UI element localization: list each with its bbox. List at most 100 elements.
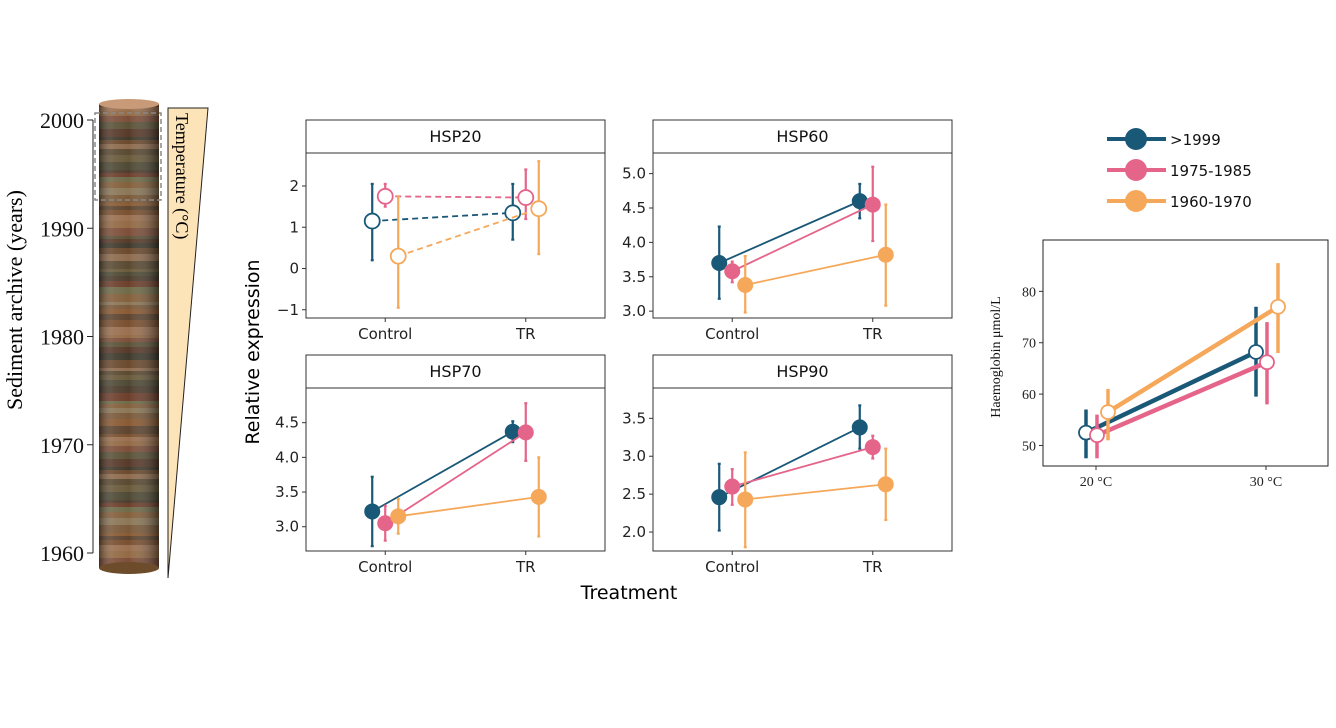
y-tick-label: 3.0 (622, 447, 646, 465)
data-point (390, 508, 407, 525)
x-tick-label: TR (862, 325, 883, 343)
core-y-ticks: 2000 1990 1980 1970 1960 (40, 108, 93, 566)
temperature-wedge-label: Temperature (°C) (171, 113, 192, 239)
data-point (1259, 354, 1275, 371)
y-tick-label: 3.0 (275, 518, 299, 536)
hsp-facet-grid: HSP20 −1 0 1 2 Control TR HSP60 3.0 3.5 4.0 4.5 5.0 C… (275, 119, 953, 576)
series-s1960 (389, 160, 548, 309)
core-y-tick-label: 1980 (40, 325, 84, 350)
x-tick-label: TR (515, 325, 536, 343)
data-point (877, 476, 894, 493)
data-point (389, 247, 407, 265)
facet-hsp90: HSP90 2.0 2.5 3.0 3.5 Control TR (622, 354, 953, 576)
data-point (1100, 404, 1116, 420)
series-s1999 (363, 182, 522, 262)
y-tick-label: 5.0 (622, 165, 646, 183)
data-point (517, 189, 535, 206)
legend-entry-s1975: 1975-1985 (1107, 159, 1252, 181)
legend-label: >1999 (1170, 131, 1221, 149)
facet-strip (652, 119, 953, 154)
facet-hsp20: HSP20 −1 0 1 2 Control TR (277, 119, 606, 343)
series-line (397, 207, 540, 257)
haemoglobin-y-axis-label: Haemoglobin μmol/L (989, 296, 1004, 417)
series-s1999 (711, 182, 868, 300)
data-point (711, 489, 728, 506)
x-tick-label: Control (705, 558, 759, 576)
series-s1975 (724, 165, 881, 284)
series-s1960 (737, 447, 894, 549)
series-line (384, 431, 527, 525)
x-tick-label: TR (515, 558, 536, 576)
x-tick-label: Control (358, 325, 412, 343)
y-tick-label: 50 (1022, 439, 1036, 454)
series-line (1085, 349, 1257, 435)
series-line (1106, 304, 1280, 414)
facet-strip (305, 119, 606, 154)
y-tick-label: 4.0 (275, 448, 299, 466)
series-line (731, 203, 874, 273)
sediment-core-cylinder (94, 99, 162, 574)
data-point (376, 187, 394, 205)
data-point (737, 491, 754, 508)
y-tick-label: 70 (1022, 337, 1036, 352)
panel-frame (305, 152, 606, 319)
data-point (363, 212, 381, 230)
cylinder-bottom (99, 562, 159, 574)
x-tick-label: 20 °C (1080, 475, 1112, 490)
series-line (745, 483, 886, 501)
legend-entry-s1999: >1999 (1107, 128, 1221, 150)
y-tick-label: 80 (1022, 285, 1036, 300)
series-line (718, 426, 861, 498)
series-s1960 (737, 203, 894, 314)
facet-hsp70: HSP70 3.0 3.5 4.0 4.5 Control TR (275, 354, 606, 576)
facet-title: HSP70 (429, 362, 481, 381)
core-y-tick-label: 1960 (40, 541, 84, 566)
data-point (1089, 427, 1105, 444)
data-point (1248, 344, 1264, 360)
core-y-tick-label: 1970 (40, 433, 84, 458)
cylinder-shading (99, 104, 159, 568)
facet-x-axis-label: Treatment (580, 582, 678, 604)
facet-title: HSP20 (429, 127, 481, 146)
series-s1999 (711, 404, 868, 532)
data-point (737, 277, 754, 293)
sediment-core-panel: Sediment archive (years) 2000 1990 1980 197… (2, 99, 209, 579)
y-tick-label: 3.5 (275, 483, 299, 501)
y-tick-label: −1 (277, 301, 299, 319)
series-s1999 (364, 420, 521, 548)
series-line (371, 430, 514, 513)
legend-swatch-dot (1125, 128, 1147, 150)
series-s1975 (376, 168, 535, 221)
y-tick-label: 2.5 (622, 485, 646, 503)
y-tick-label: 1 (289, 218, 299, 236)
y-tick-label: 2 (289, 177, 299, 195)
legend-label: 1975-1985 (1170, 162, 1252, 180)
series-s1975 (377, 402, 534, 542)
y-tick-label: 0 (289, 260, 299, 278)
series-line (1096, 360, 1268, 438)
data-point (377, 515, 394, 532)
y-tick-label: 60 (1022, 388, 1036, 403)
temperature-wedge (167, 107, 209, 579)
series-s1999 (1078, 306, 1264, 459)
series-s1975 (724, 434, 881, 506)
panel-frame (652, 387, 953, 552)
y-tick-label: 4.5 (275, 414, 299, 432)
x-tick-label: Control (358, 558, 412, 576)
core-y-tick-label: 1990 (40, 216, 84, 241)
core-y-axis-label: Sediment archive (years) (2, 190, 27, 410)
data-point (724, 478, 741, 495)
y-tick-label: 2.0 (622, 523, 646, 541)
y-tick-label: 3.5 (622, 409, 646, 427)
facet-title: HSP90 (776, 362, 828, 381)
data-point (864, 439, 881, 456)
data-point (724, 263, 741, 280)
panel-frame (305, 387, 606, 552)
data-point (517, 424, 534, 441)
series-s1960 (1100, 263, 1286, 441)
legend: >1999 1975-1985 1960-1970 (1107, 128, 1252, 212)
core-y-tick-label: 2000 (40, 108, 84, 133)
haemoglobin-panel: 50 60 70 80 20 °C 30 °C Haemoglobin μmol/L (989, 239, 1329, 490)
facet-y-axis-label: Relative expression (242, 259, 264, 444)
